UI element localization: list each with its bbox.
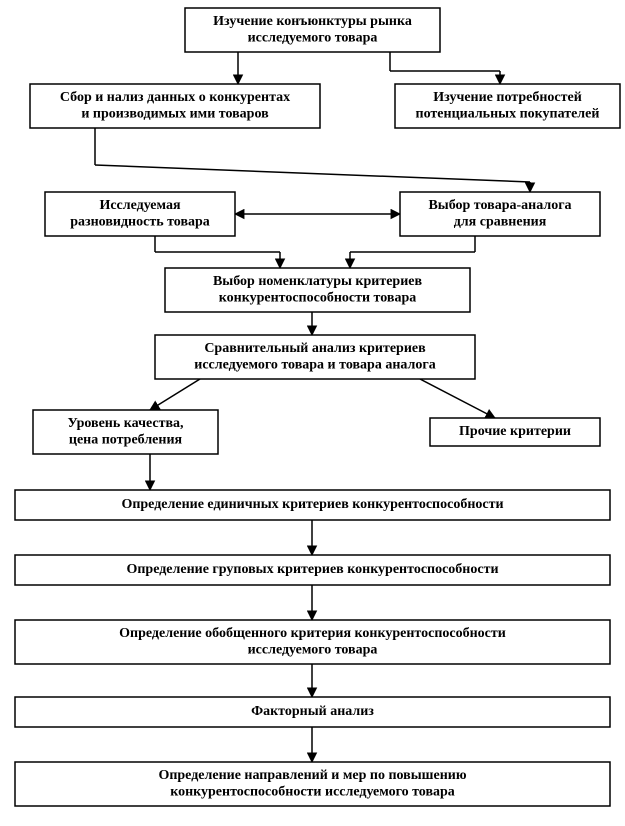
- flow-node: Определение груповых критериев конкурент…: [15, 555, 610, 585]
- flow-node-label: Определение направлений и мер по повышен…: [158, 768, 466, 783]
- flow-node-label: исследуемого товара: [248, 643, 378, 658]
- flow-node: Уровень качества, цена потребления: [33, 410, 218, 454]
- flow-node: Выбор товара-аналога для сравнения: [400, 192, 600, 236]
- flow-node-label: Изучение конъюнктуры рынка: [213, 14, 412, 29]
- flow-node-label: для сравнения: [454, 215, 547, 230]
- flow-node: Прочие критерии: [430, 418, 600, 446]
- flow-node-label: Исследуемая: [99, 198, 181, 213]
- flow-node-label: исследуемого товара и товара аналога: [194, 358, 435, 373]
- flow-node-label: Выбор товара-аналога: [428, 198, 571, 213]
- flow-node: Определение обобщенного критерия конкуре…: [15, 620, 610, 664]
- flowchart-canvas: Изучение конъюнктуры рынка исследуемого т…: [0, 0, 625, 826]
- flow-edge: [150, 379, 200, 410]
- flow-node-label: Факторный анализ: [251, 704, 374, 719]
- nodes-layer: Изучение конъюнктуры рынка исследуемого т…: [15, 8, 620, 806]
- flow-node-label: Определение обобщенного критерия конкуре…: [119, 626, 506, 641]
- flow-node-label: потенциальных покупателей: [416, 107, 600, 122]
- flow-node-label: Сбор и нализ данных о конкурентах: [60, 90, 290, 105]
- flow-node: Факторный анализ: [15, 697, 610, 727]
- flow-node-label: Определение груповых критериев конкурент…: [126, 562, 498, 577]
- flow-node: Сравнительный анализ критериев исследуемо…: [155, 335, 475, 379]
- flow-node-label: конкурентоспособности исследуемого товар…: [170, 785, 455, 800]
- flow-node: Сбор и нализ данных о конкурентах и произ…: [30, 84, 320, 128]
- flow-node: Определение единичных критериев конкурен…: [15, 490, 610, 520]
- flow-node: Выбор номенклатуры критериев конкурентосп…: [165, 268, 470, 312]
- flow-node-label: цена потребления: [69, 433, 183, 448]
- flow-node-label: и производимых ими товаров: [81, 107, 269, 122]
- flow-node: Определение направлений и мер по повышен…: [15, 762, 610, 806]
- flow-node-label: исследуемого товара: [248, 31, 378, 46]
- flow-node: Изучение конъюнктуры рынка исследуемого т…: [185, 8, 440, 52]
- flow-node-label: Выбор номенклатуры критериев: [213, 274, 423, 289]
- flow-node-label: Сравнительный анализ критериев: [204, 341, 426, 356]
- flow-node: Исследуемая разновидность товара: [45, 192, 235, 236]
- flow-edge: [95, 165, 530, 182]
- flow-node-label: Определение единичных критериев конкурен…: [121, 497, 503, 512]
- flow-node-label: разновидность товара: [70, 215, 210, 230]
- flow-node-label: конкурентоспособности товара: [219, 291, 416, 306]
- flow-node-label: Уровень качества,: [67, 416, 183, 431]
- flow-node-label: Прочие критерии: [459, 424, 571, 439]
- flow-node: Изучение потребностей потенциальных покуп…: [395, 84, 620, 128]
- flow-edge: [420, 379, 495, 418]
- flow-node-label: Изучение потребностей: [433, 90, 582, 105]
